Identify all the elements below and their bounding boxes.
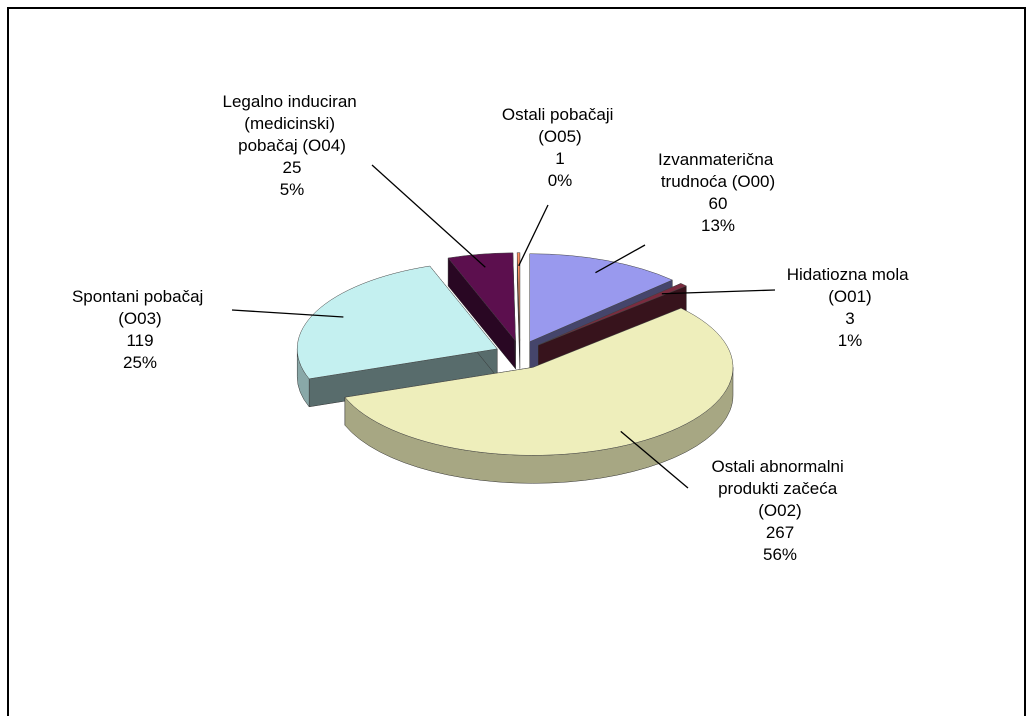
leader-line (620, 430, 689, 489)
leader-line (518, 204, 549, 267)
value-label: 119 (126, 331, 153, 350)
data-label: Izvanmaterična trudnoća (O00) 60 13% (658, 150, 778, 235)
leader-line (595, 244, 646, 274)
percent-label: 1% (838, 331, 863, 350)
slice (447, 252, 516, 342)
frame (7, 7, 1026, 721)
slice-3d (344, 307, 734, 484)
category-label: Ostali pobačaji (O05) (502, 105, 618, 146)
category-label: Legalno induciran (medicinski) pobačaj (… (223, 92, 362, 155)
category-label: Spontani pobačaj (O03) (72, 287, 208, 328)
category-label: Hidatiozna mola (O01) (787, 265, 914, 306)
percent-label: 5% (280, 180, 305, 199)
leader-line (661, 289, 776, 295)
slice (344, 307, 734, 456)
slice (538, 283, 687, 346)
category-label: Ostali abnormalni produkti začeća (O02) (711, 457, 848, 520)
percent-label: 13% (701, 216, 735, 235)
percent-label: 56% (763, 545, 797, 564)
percent-label: 0% (548, 171, 573, 190)
data-label: Hidatiozna mola (O01) 3 1% (787, 265, 914, 350)
data-label: Legalno induciran (medicinski) pobačaj (… (223, 92, 362, 199)
slice (529, 253, 673, 343)
slice-3d (447, 252, 516, 370)
slice-3d (516, 252, 521, 369)
value-label: 1 (555, 149, 564, 168)
value-label: 267 (766, 523, 794, 542)
value-label: 60 (709, 194, 728, 213)
slice (516, 252, 521, 341)
value-label: 3 (845, 309, 854, 328)
slice (296, 265, 498, 380)
leader-line (231, 309, 344, 318)
leader-line (371, 164, 486, 268)
slice-3d (296, 265, 498, 408)
data-label: Ostali abnormalni produkti začeća (O02) 2… (711, 457, 848, 564)
value-label: 25 (283, 158, 302, 177)
data-label: Spontani pobačaj (O03) 119 25% (72, 287, 208, 372)
category-label: Izvanmaterična trudnoća (O00) (658, 150, 778, 191)
data-label: Ostali pobačaji (O05) 1 0% (502, 105, 618, 190)
percent-label: 25% (123, 353, 157, 372)
